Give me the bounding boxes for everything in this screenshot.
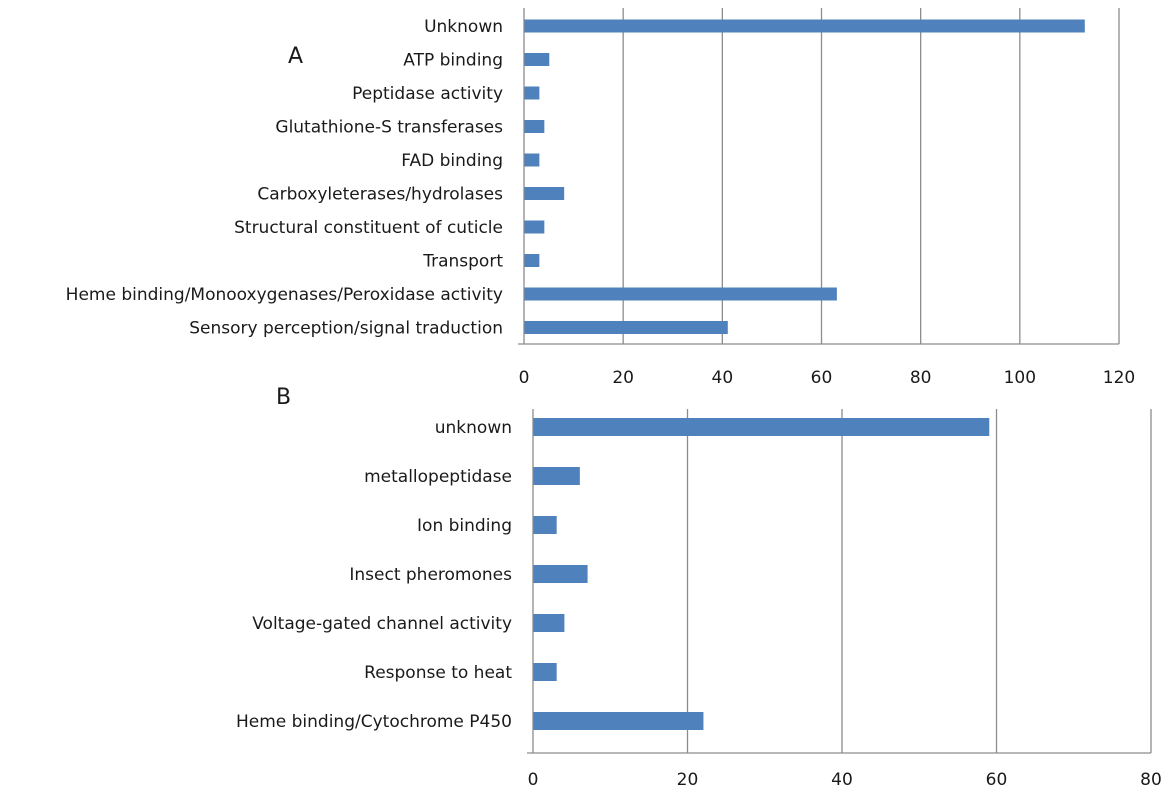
panel-a-bar bbox=[524, 153, 540, 167]
panel-b-bar bbox=[533, 565, 588, 583]
panel-a-bar bbox=[524, 254, 540, 267]
panel-a-tick-label: 0 bbox=[519, 368, 530, 388]
panel-b-bars bbox=[533, 418, 990, 730]
panel-b-bar bbox=[533, 712, 704, 730]
panel-a-category-label: FAD binding bbox=[401, 151, 503, 171]
panel-a-category-label: ATP binding bbox=[403, 51, 503, 71]
panel-b-category-label: metallopeptidase bbox=[364, 467, 512, 487]
panel-a-category-label: Sensory perception/signal traduction bbox=[189, 319, 503, 339]
panel-b-gridlines bbox=[527, 409, 1152, 754]
panel-a-category-label: Structural constituent of cuticle bbox=[234, 218, 503, 238]
panel-a-category-labels: Unknown ATP binding Peptidase activity Glut… bbox=[66, 17, 504, 339]
panel-b-tick-label: 20 bbox=[677, 770, 699, 790]
panel-a-category-label: Peptidase activity bbox=[352, 84, 503, 104]
panel-b-bar bbox=[533, 418, 990, 436]
panel-a-gridlines bbox=[518, 8, 1120, 345]
panel-a-tick-label: 100 bbox=[1004, 368, 1036, 388]
panel-b-bar bbox=[533, 516, 557, 534]
panel-a-category-label: Glutathione-S transferases bbox=[275, 118, 503, 138]
panel-b-tick-label: 40 bbox=[831, 770, 853, 790]
panel-b-category-labels: unknown metallopeptidase Ion binding Insect… bbox=[236, 418, 512, 732]
panel-a-category-label: Carboxyleterases/hydrolases bbox=[257, 185, 503, 205]
panel-a-tick-label: 120 bbox=[1103, 368, 1135, 388]
panel-a-bar bbox=[524, 120, 545, 133]
panel-a-bar bbox=[524, 19, 1085, 33]
panel-a-tick-labels: 0 20 40 60 80 100 120 bbox=[519, 368, 1136, 388]
panel-b-category-label: Heme binding/Cytochrome P450 bbox=[236, 712, 512, 732]
panel-b-tick-label: 80 bbox=[1140, 770, 1162, 790]
panel-a-bars bbox=[524, 19, 1085, 334]
panel-a-tick-label: 40 bbox=[712, 368, 734, 388]
panel-b-category-label: Response to heat bbox=[364, 663, 512, 683]
panel-b-category-label: Insect pheromones bbox=[349, 565, 512, 585]
panel-b-category-label: Voltage-gated channel activity bbox=[252, 614, 512, 634]
panel-a-category-label: Heme binding/Monooxygenases/Peroxidase a… bbox=[66, 285, 503, 305]
panel-a-label: A bbox=[288, 44, 303, 69]
panel-a-category-label: Unknown bbox=[424, 17, 503, 37]
panel-a-bar bbox=[524, 321, 728, 334]
panel-b-tick-label: 0 bbox=[528, 770, 539, 790]
panel-b-bar bbox=[533, 663, 557, 681]
panel-a-bar bbox=[524, 86, 540, 100]
panel-a-bar bbox=[524, 187, 565, 200]
panel-a-bar bbox=[524, 220, 545, 234]
panel-b-tick-labels: 0 20 40 60 80 bbox=[528, 770, 1162, 790]
panel-b-category-label: unknown bbox=[435, 418, 512, 438]
panel-a-category-label: Transport bbox=[422, 252, 503, 272]
panel-b-bar bbox=[533, 467, 580, 485]
panel-a-bar bbox=[524, 53, 550, 66]
panel-b-category-label: Ion binding bbox=[417, 516, 512, 536]
panel-a-chart: A Unknown ATP binding Peptidase activity Gl… bbox=[66, 8, 1136, 388]
panel-b-label: B bbox=[276, 385, 291, 410]
panel-b-tick-label: 60 bbox=[986, 770, 1008, 790]
panel-a-bar bbox=[524, 287, 837, 301]
panel-a-tick-label: 20 bbox=[612, 368, 634, 388]
panel-b-bar bbox=[533, 614, 565, 632]
panel-a-tick-label: 80 bbox=[910, 368, 932, 388]
panel-b-chart: B unknown metallopeptidase Ion binding Inse… bbox=[236, 385, 1162, 790]
panel-a-tick-label: 60 bbox=[811, 368, 833, 388]
